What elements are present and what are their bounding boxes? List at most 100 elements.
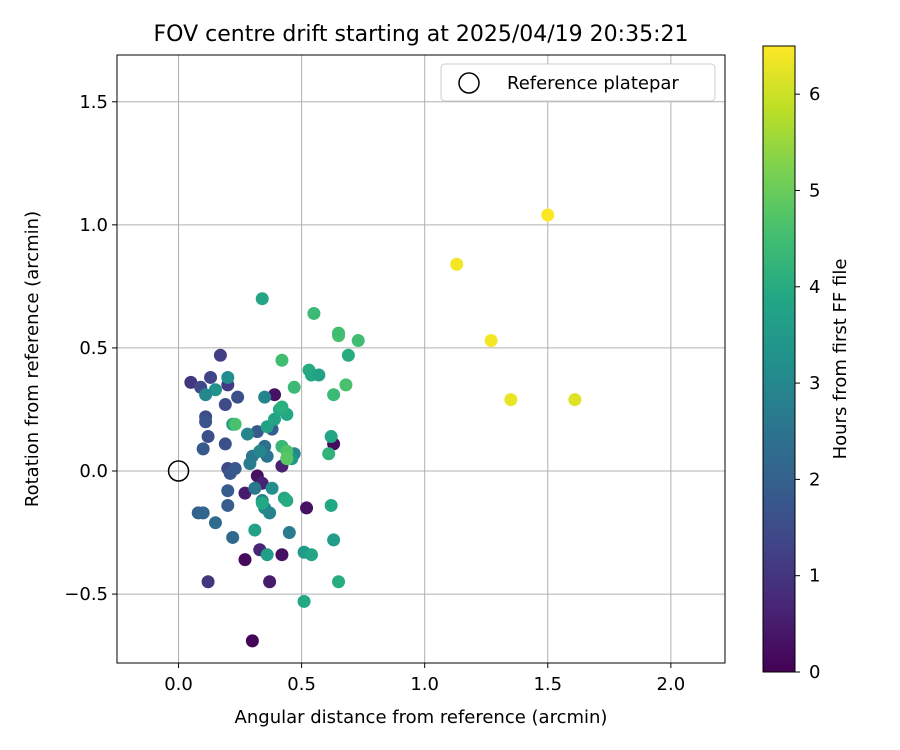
data-point <box>332 575 346 589</box>
data-point <box>213 348 227 362</box>
data-point <box>322 447 336 461</box>
x-tick-label: 2.0 <box>657 674 686 695</box>
colorbar-tick-label: 0 <box>809 662 820 683</box>
y-axis-ticks: −0.5 0.0 0.5 1.0 1.5 <box>64 92 117 605</box>
x-axis-ticks: 0.0 0.5 1.0 1.5 2.0 <box>164 663 685 695</box>
data-point <box>238 486 252 500</box>
y-axis-label: Rotation from reference (arcmin) <box>22 211 43 507</box>
x-tick-label: 1.0 <box>410 674 439 695</box>
data-point <box>341 348 355 362</box>
data-point <box>260 548 274 562</box>
data-point <box>263 506 277 520</box>
data-point <box>208 516 222 530</box>
data-point <box>240 427 254 441</box>
data-point <box>304 548 318 562</box>
data-point <box>255 496 269 510</box>
colorbar-tick-label: 3 <box>809 373 820 394</box>
data-point <box>324 430 338 444</box>
data-point <box>332 326 346 340</box>
colorbar-tick-label: 5 <box>809 180 820 201</box>
x-tick-label: 0.5 <box>287 674 316 695</box>
data-point <box>324 498 338 512</box>
data-point <box>327 533 341 547</box>
colorbar-tick-label: 1 <box>809 566 820 587</box>
data-point <box>280 452 294 466</box>
legend-open-circle-icon <box>458 72 480 94</box>
data-point <box>218 437 232 451</box>
y-tick-label: 0.0 <box>79 461 108 482</box>
legend-label: Reference platepar <box>507 73 679 94</box>
data-point <box>221 498 235 512</box>
legend-box <box>440 63 716 102</box>
data-point <box>184 375 198 389</box>
y-tick-label: 1.5 <box>79 92 108 113</box>
chart-title: FOV centre drift starting at 2025/04/19 … <box>154 22 689 47</box>
data-point <box>196 506 210 520</box>
data-point <box>268 388 282 402</box>
data-point <box>226 530 240 544</box>
data-point <box>297 594 311 608</box>
data-point <box>243 457 257 471</box>
data-point <box>300 501 314 515</box>
plot-frame <box>116 54 726 664</box>
data-point <box>275 400 289 414</box>
data-point <box>221 484 235 498</box>
colorbar-label: Hours from first FF file <box>830 259 851 460</box>
legend: Reference platepar <box>440 63 716 102</box>
x-tick-label: 0.0 <box>164 674 193 695</box>
data-point <box>245 634 259 648</box>
data-point <box>280 494 294 508</box>
data-point <box>568 393 582 407</box>
reference-platepar-marker <box>167 460 190 482</box>
data-points <box>184 208 582 648</box>
data-point <box>263 575 277 589</box>
data-point <box>196 442 210 456</box>
colorbar-tick-label: 6 <box>809 84 820 105</box>
data-point <box>265 481 279 495</box>
data-point <box>504 393 518 407</box>
data-point <box>218 398 232 412</box>
data-point <box>250 425 264 439</box>
colorbar-tick-label: 4 <box>809 277 820 298</box>
colorbar-gradient <box>762 45 796 673</box>
data-point <box>450 257 464 271</box>
data-point <box>255 292 269 306</box>
data-point <box>327 388 341 402</box>
data-point <box>199 388 213 402</box>
data-point <box>248 523 262 537</box>
data-point <box>312 368 326 382</box>
data-point <box>238 553 252 567</box>
data-point <box>201 430 215 444</box>
colorbar-ticks: 0 1 2 3 4 5 6 <box>795 84 820 683</box>
x-tick-label: 1.5 <box>533 674 562 695</box>
data-point <box>199 415 213 429</box>
y-tick-label: 0.5 <box>79 338 108 359</box>
grid-lines <box>117 55 725 663</box>
data-point <box>268 412 282 426</box>
reference-marker-layer <box>167 460 190 482</box>
data-point <box>351 334 365 348</box>
data-point <box>339 378 353 392</box>
data-point <box>221 370 235 384</box>
data-point <box>201 575 215 589</box>
colorbar: 0 1 2 3 4 5 6 Hours from first FF file <box>762 45 851 683</box>
data-point <box>208 383 222 397</box>
colorbar-tick-label: 2 <box>809 469 820 490</box>
y-tick-label: −0.5 <box>64 584 108 605</box>
data-point <box>228 417 242 431</box>
data-point <box>248 481 262 495</box>
data-point <box>282 526 296 540</box>
y-tick-label: 1.0 <box>79 215 108 236</box>
data-point <box>541 208 555 222</box>
data-point <box>253 444 267 458</box>
data-point <box>275 353 289 367</box>
data-point <box>484 334 498 348</box>
data-point <box>307 306 321 320</box>
data-point <box>275 548 289 562</box>
data-point <box>228 462 242 476</box>
data-point <box>258 390 272 404</box>
data-point <box>204 370 218 384</box>
x-axis-label: Angular distance from reference (arcmin) <box>235 707 608 728</box>
data-point <box>287 380 301 394</box>
